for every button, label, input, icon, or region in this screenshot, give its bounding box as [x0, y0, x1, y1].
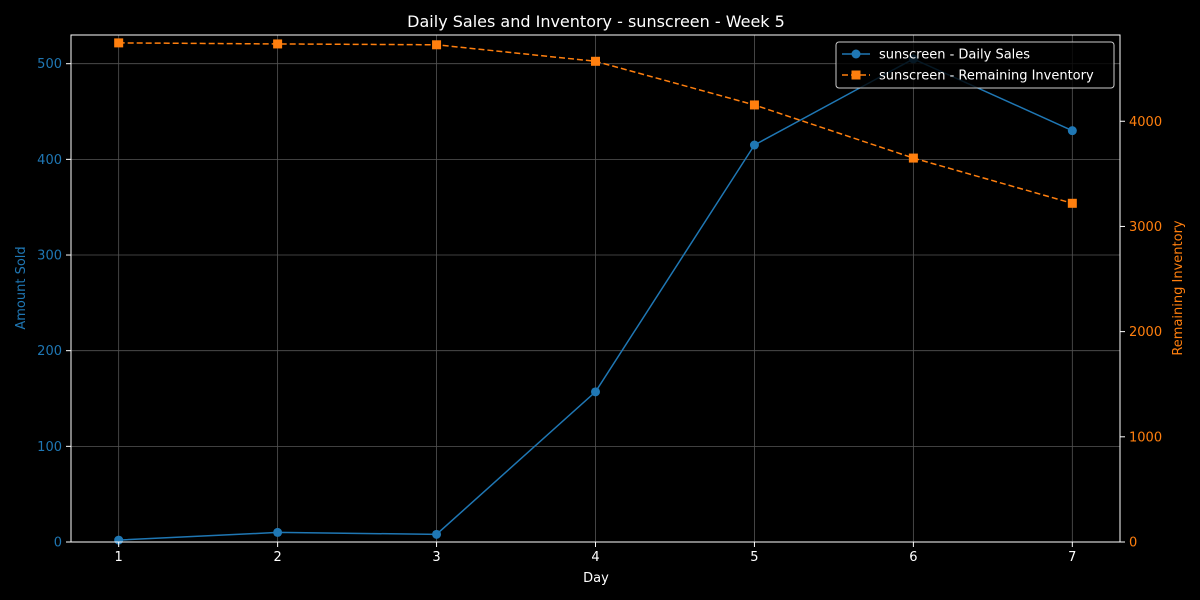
plot-frame — [70, 34, 1121, 543]
legend-label-2: sunscreen - Remaining Inventory — [879, 69, 1094, 84]
x-tick-label: 3 — [432, 550, 440, 565]
y-left-tick-label: 300 — [37, 249, 62, 264]
series-2-point — [273, 39, 283, 49]
series-2-point — [432, 40, 442, 50]
legend: sunscreen - Daily Sales sunscreen - Remai… — [835, 41, 1115, 89]
legend-box — [835, 41, 1115, 89]
x-tick-label: 4 — [591, 550, 599, 565]
series-2-point — [749, 100, 759, 110]
series-1-point — [432, 529, 442, 539]
series-2-point — [114, 38, 124, 48]
y-axis-right-label: Remaining Inventory — [1171, 220, 1186, 356]
y-left-tick-label: 400 — [37, 153, 62, 168]
series-1-point — [273, 527, 283, 537]
y-right-tick-label: 4000 — [1129, 115, 1162, 130]
legend-label-1: sunscreen - Daily Sales — [879, 48, 1030, 63]
x-tick-label: 1 — [115, 550, 123, 565]
series-2-point — [908, 153, 918, 163]
series-1-point — [1067, 126, 1077, 136]
y-right-tick-label: 0 — [1129, 536, 1137, 551]
series-1-point — [591, 387, 600, 397]
y-left-tick-label: 200 — [37, 344, 62, 359]
x-tick-label: 2 — [273, 550, 281, 565]
y-left-tick-label: 500 — [37, 57, 62, 72]
x-tick-label: 6 — [909, 550, 917, 565]
y-right-tick-label: 1000 — [1129, 430, 1162, 445]
x-tick-label: 5 — [750, 550, 758, 565]
axes-layer: 1 2 3 4 5 6 7 0 100 200 300 400 500 0 1000 2000 3000 4000 — [37, 34, 1162, 565]
y-right-tick-label: 2000 — [1129, 325, 1162, 340]
chart-title: Daily Sales and Inventory - sunscreen - … — [407, 12, 785, 31]
series-2-point — [1067, 198, 1077, 208]
y-axis-left-label: Amount Sold — [14, 246, 29, 329]
x-tick-label: 7 — [1068, 550, 1076, 565]
series-1-point — [749, 140, 759, 150]
series-2-point — [591, 56, 600, 66]
y-left-tick-label: 0 — [54, 536, 62, 551]
legend-marker-1 — [851, 49, 861, 59]
y-right-tick-label: 3000 — [1129, 220, 1162, 235]
legend-marker-2 — [851, 70, 861, 80]
y-left-tick-label: 100 — [37, 440, 62, 455]
x-axis-label: Day — [583, 571, 609, 586]
